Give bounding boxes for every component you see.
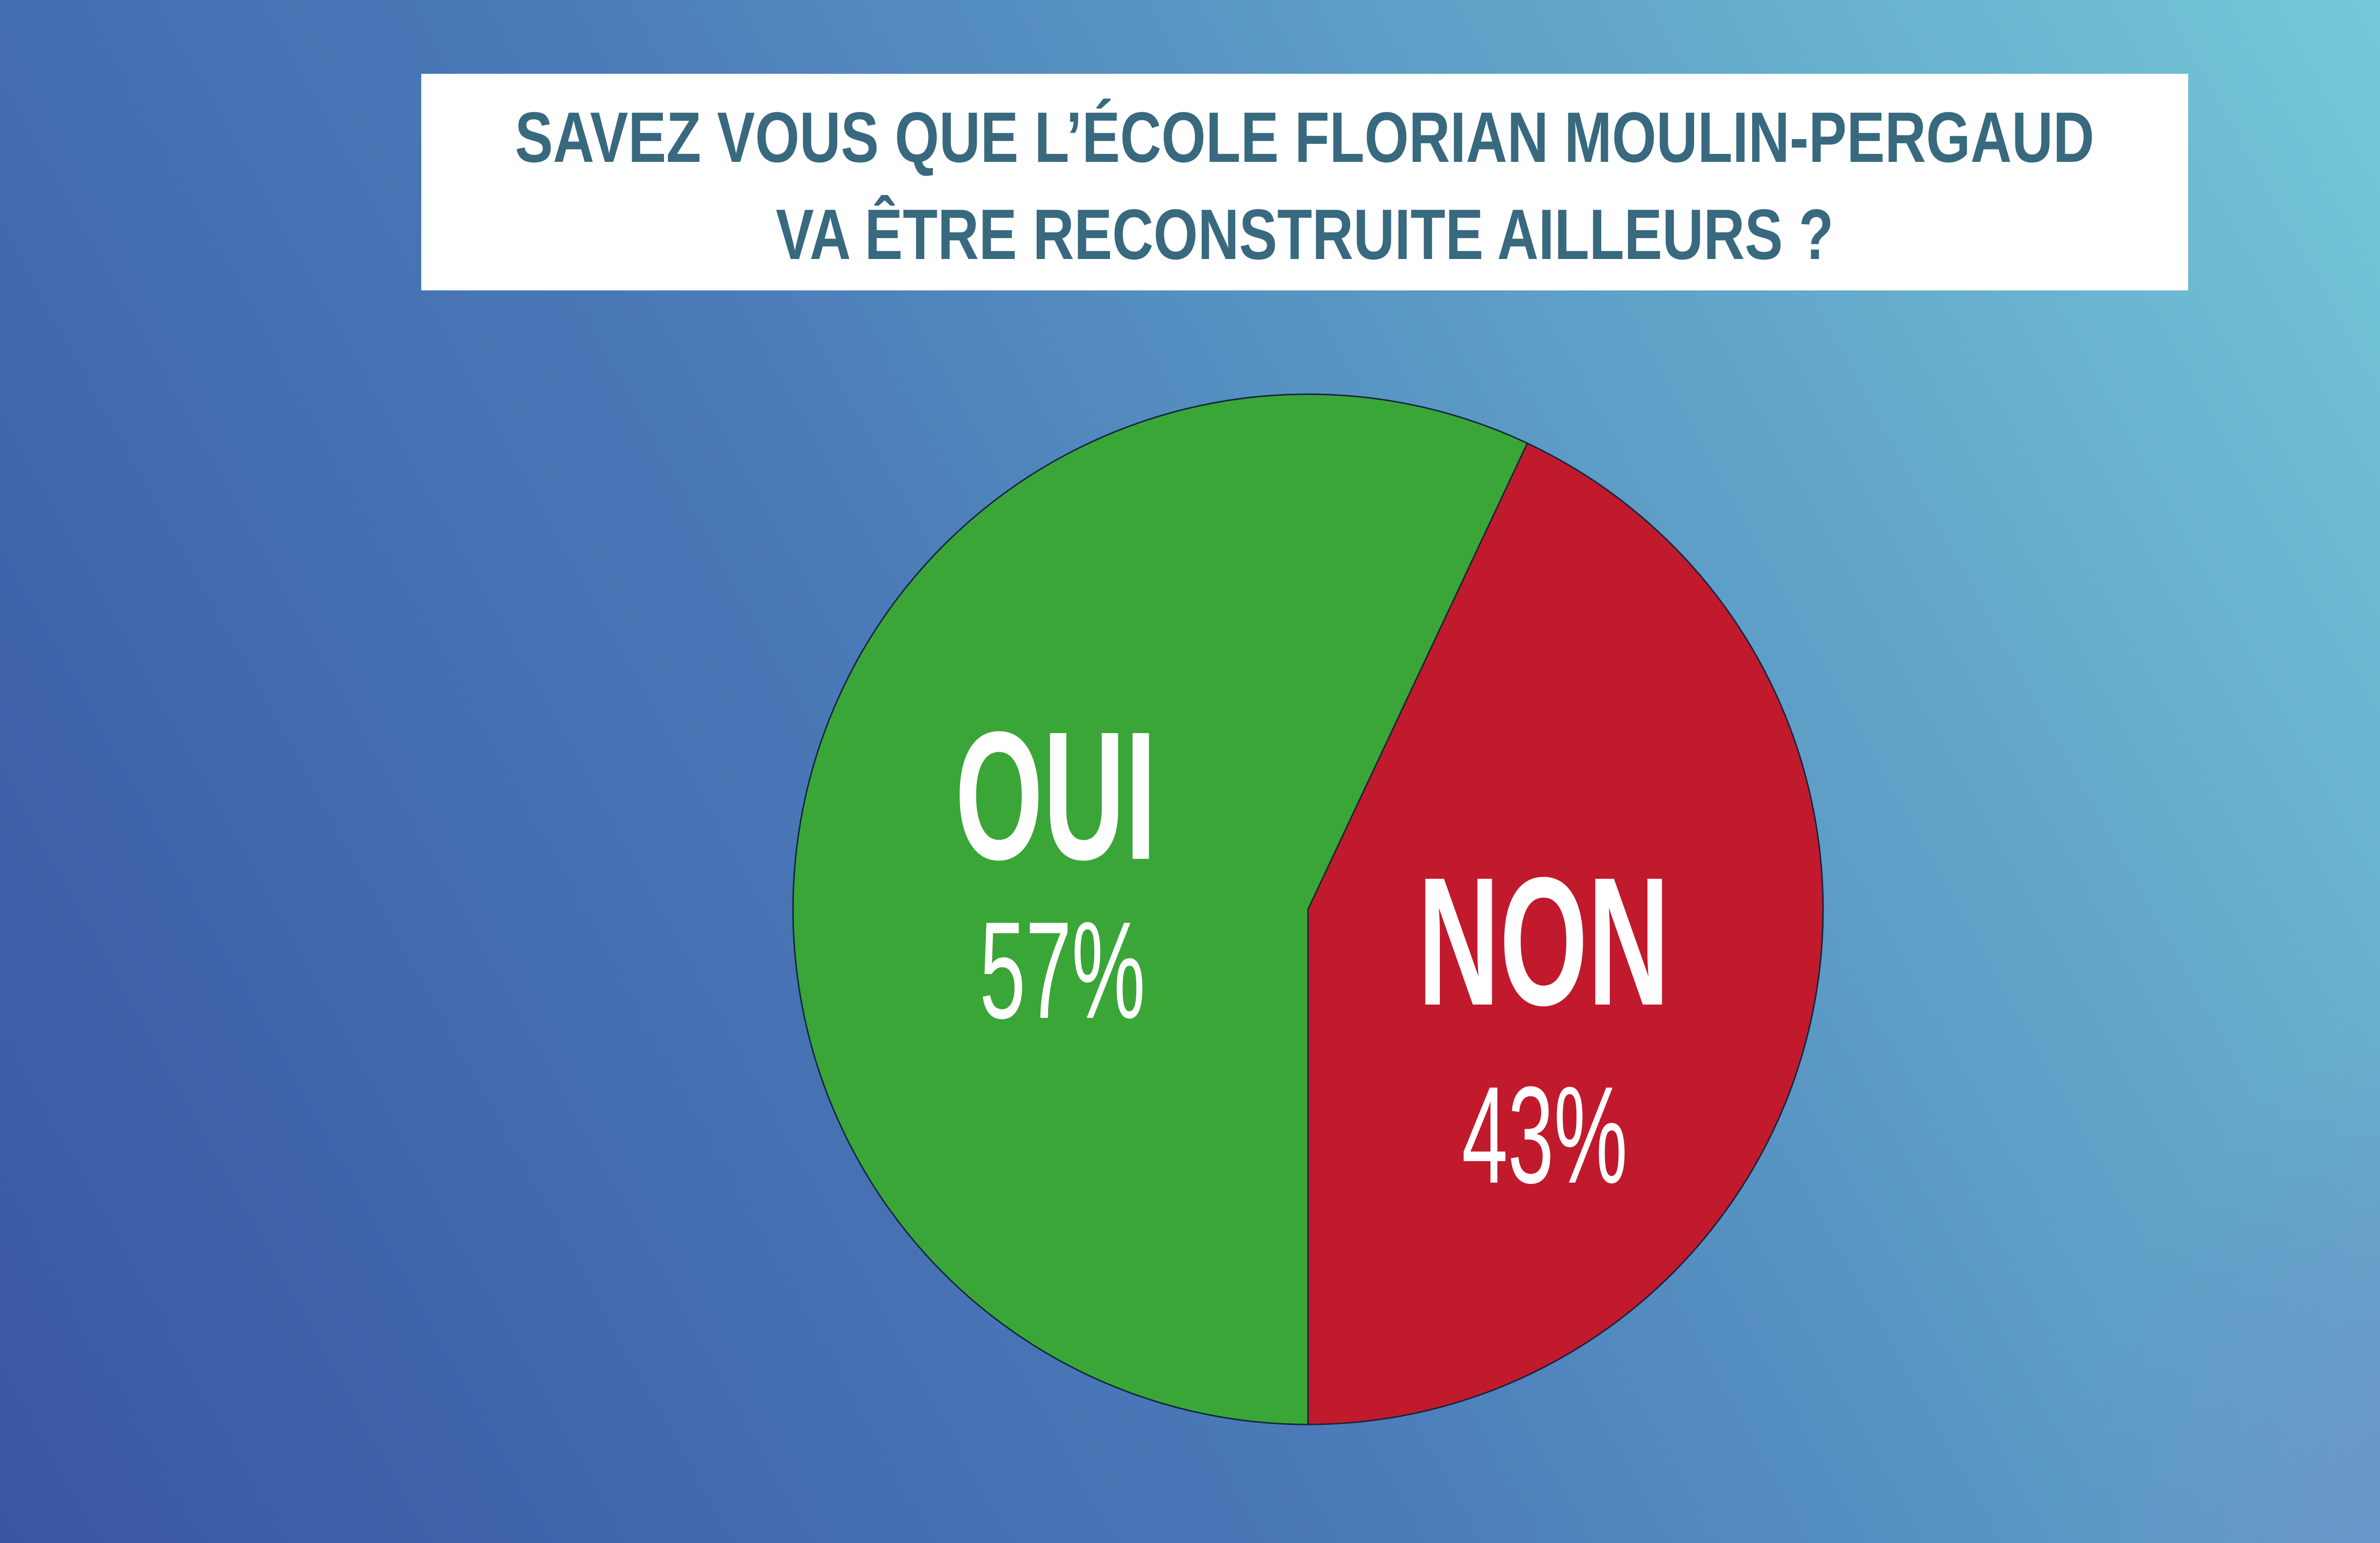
pie-slice-oui <box>792 393 1528 1425</box>
question-banner: SAVEZ VOUS QUE L’ÉCOLE FLORIAN MOULIN-PE… <box>421 74 2188 290</box>
pie-slices <box>792 393 1824 1425</box>
slice-value-oui: 57% <box>979 893 1146 1047</box>
question-line-2: VA ÊTRE RECONSTRUITE AILLEURS ? <box>775 194 1834 274</box>
slice-label-non: NON <box>1418 839 1670 1044</box>
slice-value-non: 43% <box>1461 1058 1628 1212</box>
pie-chart: OUI 57% NON 43% <box>792 393 1825 1426</box>
pie-svg <box>792 393 1824 1425</box>
slice-label-oui: OUI <box>955 694 1157 898</box>
pie-slice-non <box>1307 442 1824 1425</box>
question-line-1: SAVEZ VOUS QUE L’ÉCOLE FLORIAN MOULIN-PE… <box>515 97 2094 177</box>
